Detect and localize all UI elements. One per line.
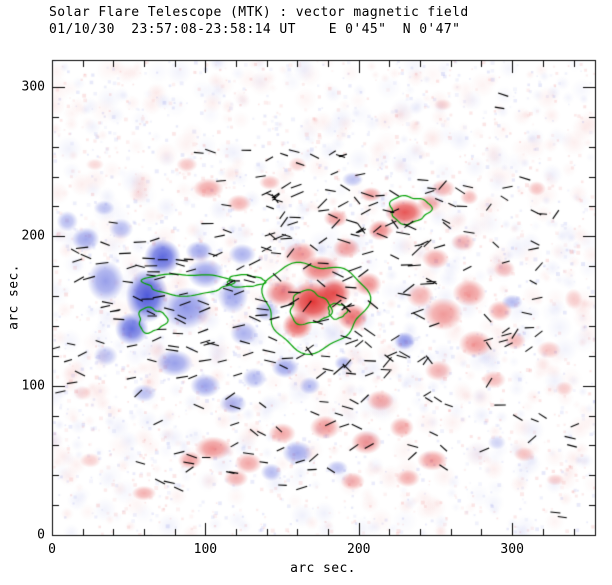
y-axis-label: arc sec. bbox=[6, 264, 22, 330]
x-tick-label: 300 bbox=[500, 542, 524, 557]
y-tick-label: 0 bbox=[37, 527, 45, 543]
x-tick-label: 0 bbox=[48, 542, 56, 557]
y-tick-label: 100 bbox=[21, 378, 45, 394]
figure-subtitle: 01/10/30 23:57:08-23:58:14 UT E 0'45" N … bbox=[49, 22, 461, 37]
x-axis-label: arc sec. bbox=[290, 561, 356, 576]
x-tick-label: 100 bbox=[193, 542, 218, 557]
y-tick-label: 300 bbox=[21, 79, 45, 95]
y-tick-label: 200 bbox=[21, 228, 45, 244]
figure-title: Solar Flare Telescope (MTK) : vector mag… bbox=[49, 5, 469, 20]
x-tick-label: 200 bbox=[347, 542, 371, 557]
